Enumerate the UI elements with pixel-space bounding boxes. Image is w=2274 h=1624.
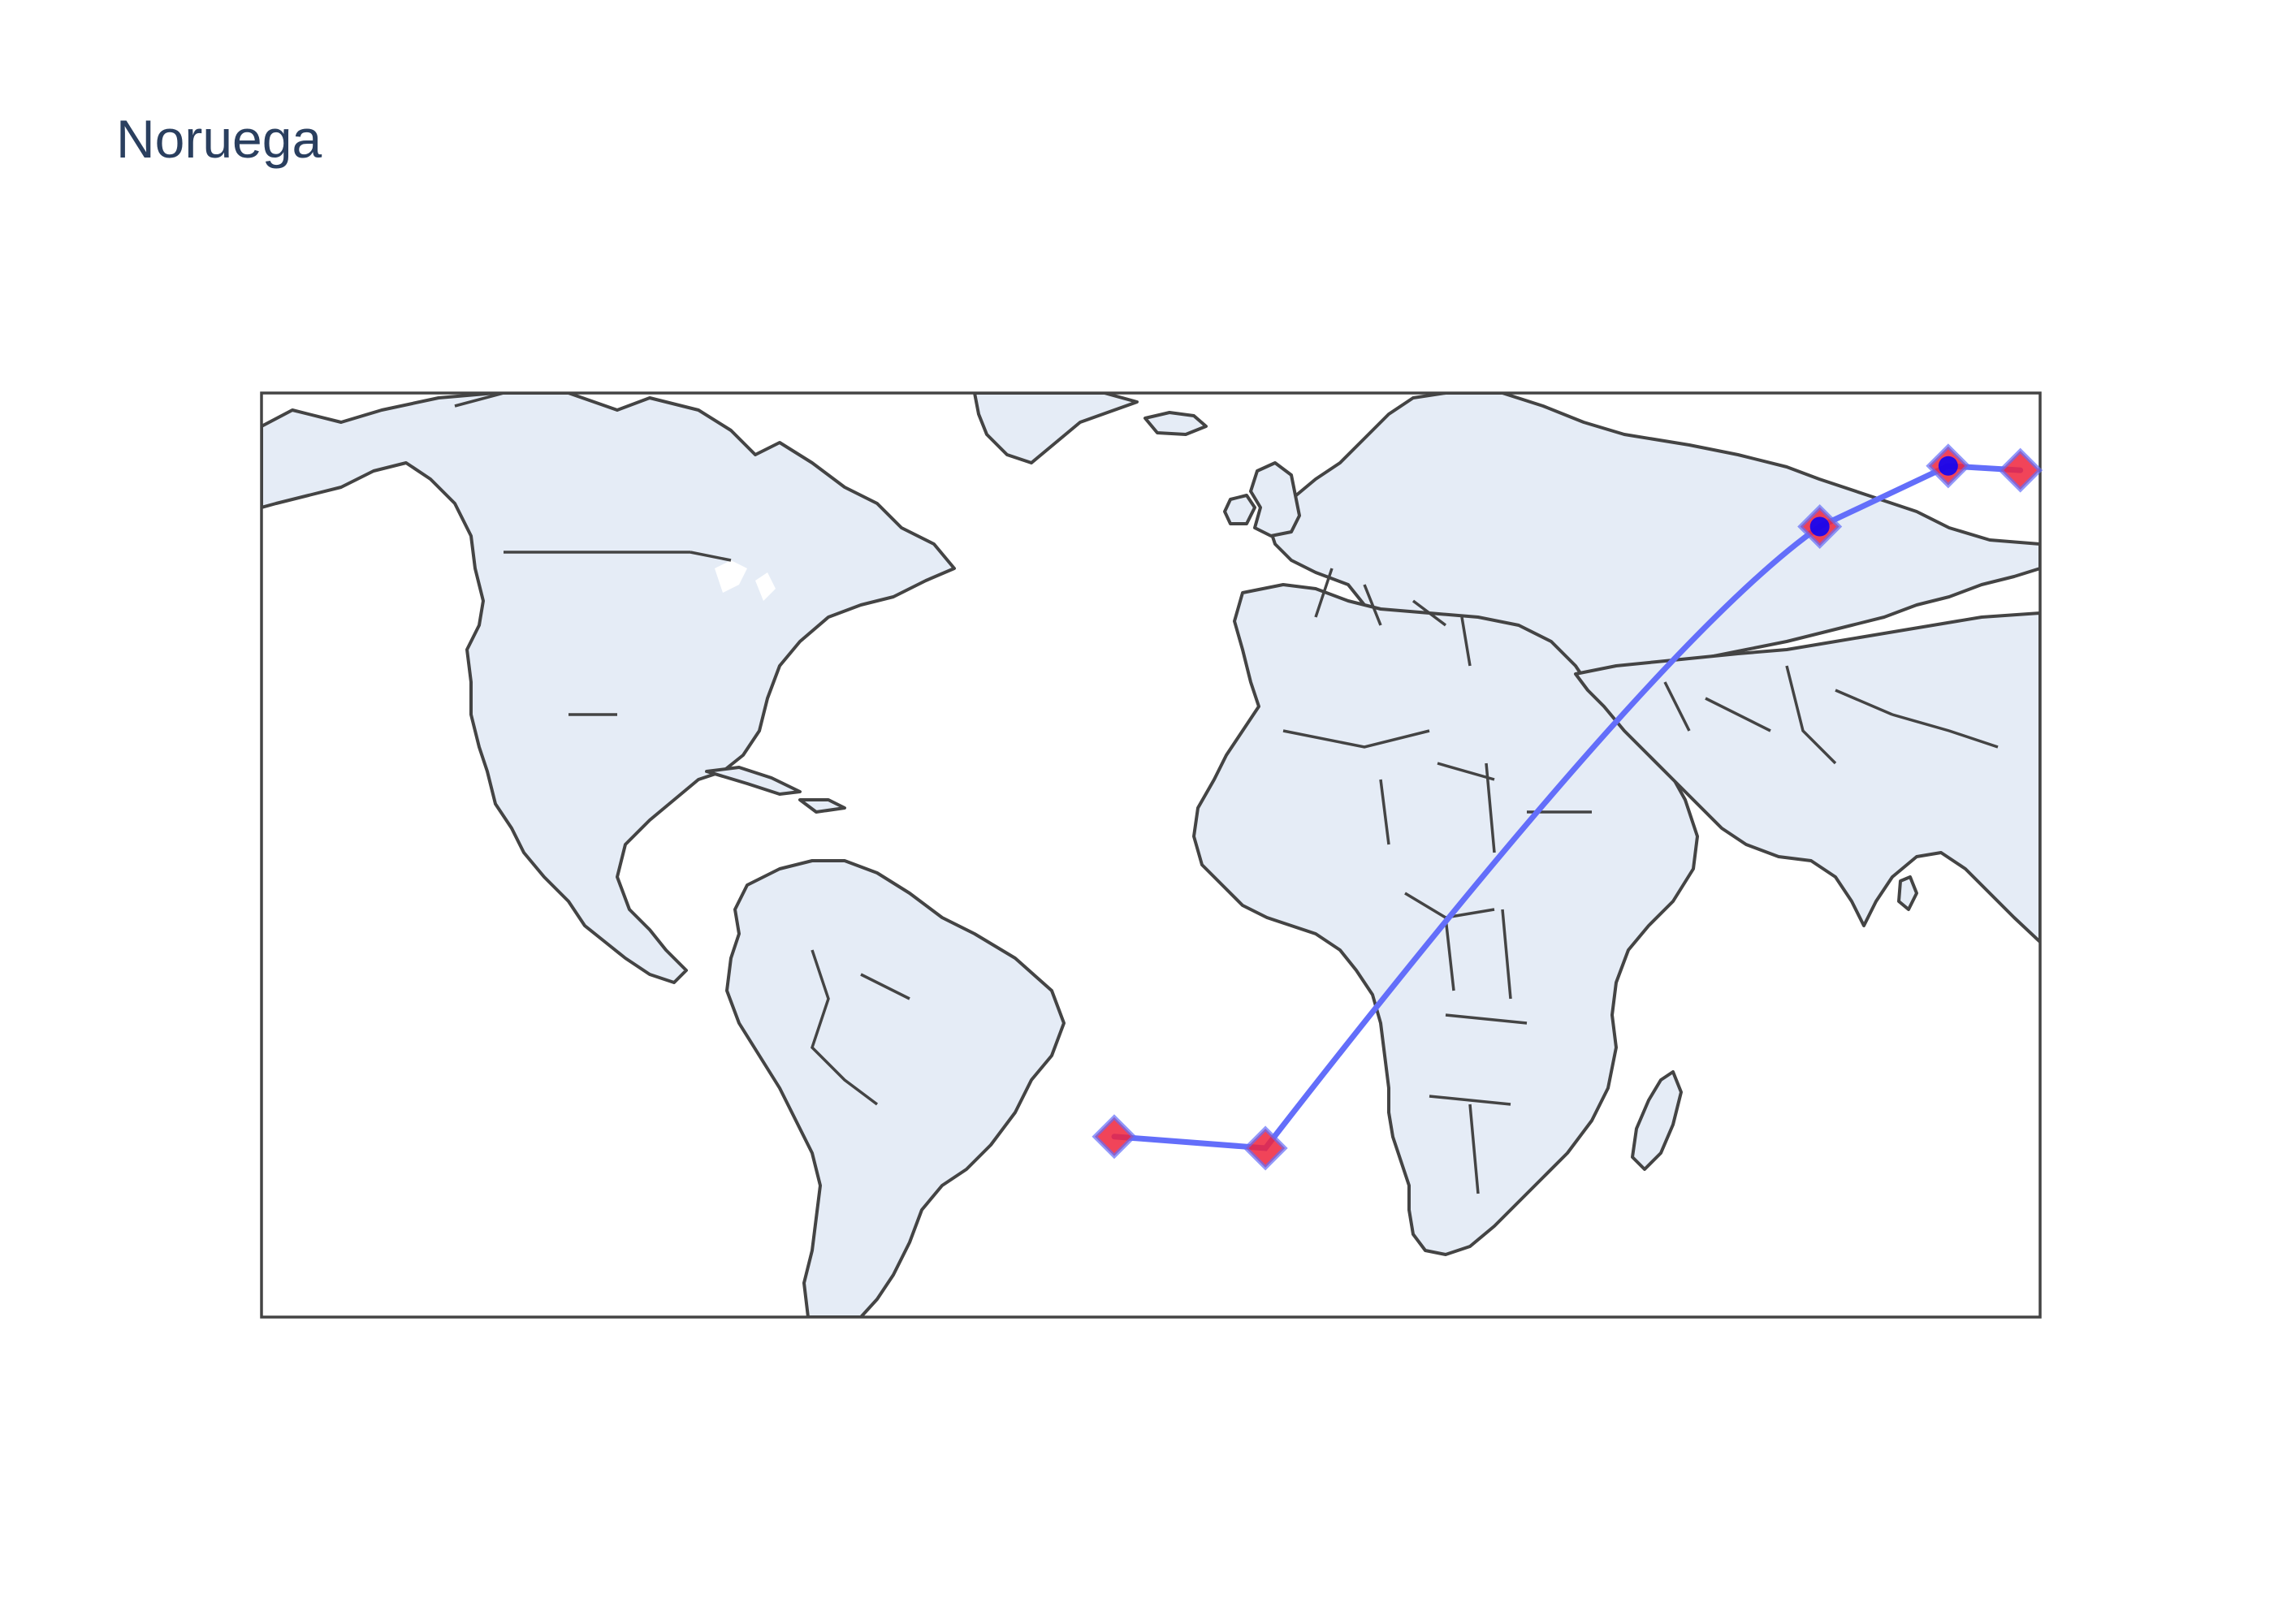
circle-marker bbox=[1809, 516, 1830, 537]
map-frame bbox=[260, 391, 2042, 1319]
middle-east-asia bbox=[1574, 611, 2040, 944]
north-america bbox=[262, 393, 956, 984]
caribbean bbox=[705, 766, 846, 814]
iceland bbox=[1143, 411, 1208, 436]
geo-layer bbox=[262, 393, 2040, 1317]
greenland bbox=[973, 393, 1139, 464]
circle-marker bbox=[1938, 456, 1958, 476]
route-line bbox=[1111, 463, 2024, 1151]
diamond-marker bbox=[1243, 1125, 1288, 1171]
sri-lanka bbox=[1897, 875, 1918, 911]
great-lakes bbox=[715, 560, 776, 601]
diamond-marker bbox=[1092, 1114, 1137, 1160]
great-britain bbox=[1249, 461, 1301, 538]
ireland bbox=[1223, 494, 1256, 525]
south-america bbox=[725, 859, 1066, 1317]
madagascar bbox=[1631, 1070, 1683, 1171]
stop-marker[interactable] bbox=[1926, 443, 1971, 489]
chart-title: Noruega bbox=[116, 109, 322, 169]
stop-marker[interactable] bbox=[1092, 1114, 1137, 1160]
stop-marker[interactable] bbox=[1243, 1125, 1288, 1171]
stop-marker[interactable] bbox=[1998, 447, 2043, 493]
diamond-marker bbox=[1998, 447, 2043, 493]
stop-marker[interactable] bbox=[1797, 503, 1843, 550]
route-layer bbox=[1092, 443, 2043, 1171]
